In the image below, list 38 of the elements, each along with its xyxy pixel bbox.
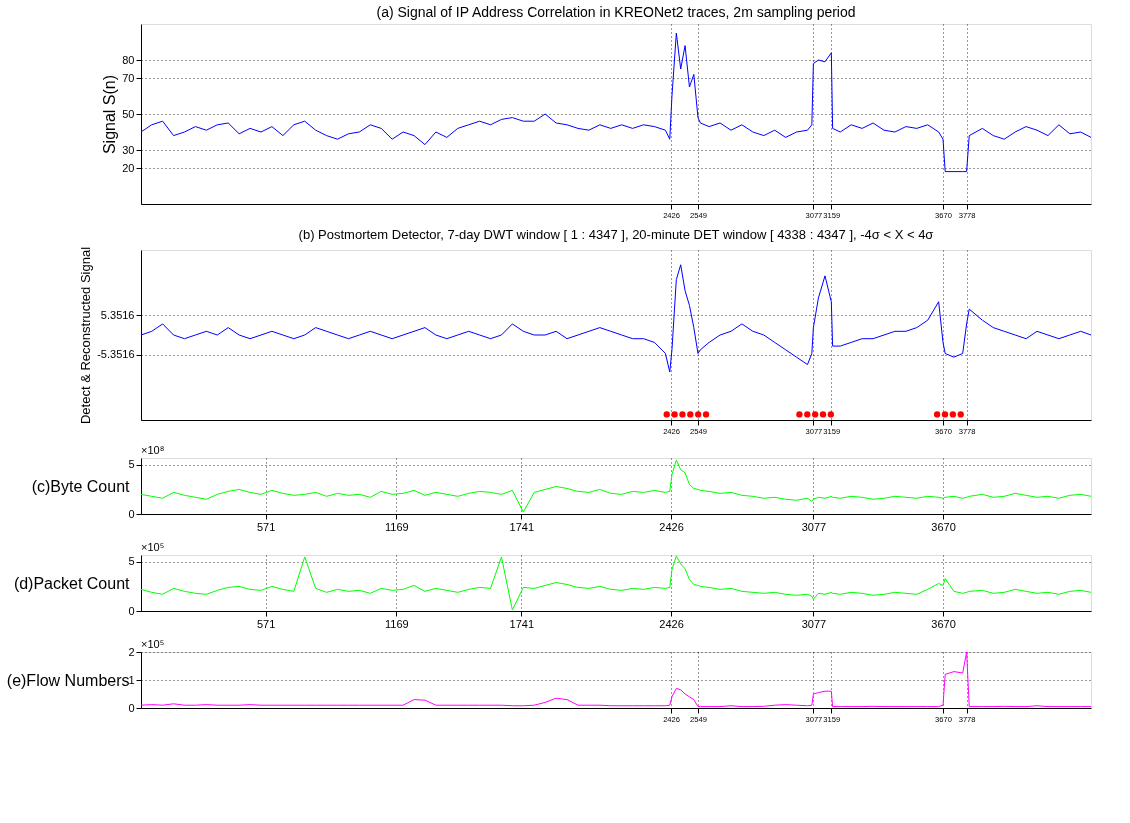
x-tick-label: 1169	[384, 617, 409, 630]
y-tick-label: -5.3516	[97, 348, 135, 361]
text: ×10⁵	[141, 638, 165, 650]
y-tick-label: 1	[128, 673, 135, 686]
y-tick-label: 2	[128, 645, 135, 658]
y-tick-label: 0	[128, 507, 135, 520]
y-tick-label: 70	[122, 71, 135, 84]
x-tick-label: 571	[256, 520, 276, 533]
x-tick-label: 1741	[509, 617, 535, 630]
y-axis-title: Detect & Reconstructed Signal	[78, 246, 94, 425]
text: ×10⁸	[141, 444, 165, 456]
chart-title: (b) Postmortem Detector, 7-day DWT window [ 1 : 4347 ], 20-minute DET window [ 4338 : 4347 ], -4σ < X < 4σ	[298, 227, 934, 243]
y-tick-label: 0	[128, 701, 135, 714]
y-tick-label: 20	[122, 161, 135, 174]
text: ×10⁵	[141, 541, 165, 553]
y-tick-label: 5	[128, 555, 135, 568]
x-tick-label: 3077	[801, 617, 827, 630]
chart-title: (a) Signal of IP Address Correlation in KREONet2 traces, 2m sampling period	[376, 4, 856, 20]
y-axis-title: Signal S(n)	[101, 74, 119, 155]
y-axis-title: (e)Flow Numbers	[6, 671, 130, 689]
x-tick-label: 1169	[384, 520, 409, 533]
y-tick-label: 30	[122, 143, 135, 156]
x-tick-label: 571	[256, 617, 276, 630]
x-tick-label: 3077	[801, 520, 827, 533]
y-tick-label: 80	[122, 53, 135, 66]
y-tick-label: 50	[122, 107, 135, 120]
x-tick-label: 2426	[659, 520, 684, 533]
x-tick-label: 3670	[931, 520, 956, 533]
y-tick-label: 5	[128, 458, 135, 471]
y-tick-label: 5.3516	[100, 308, 135, 321]
y-axis-title: (d)Packet Count	[13, 574, 131, 592]
line-series	[141, 264, 1091, 373]
x-tick-label: 2426	[659, 617, 684, 630]
line-series	[141, 32, 1091, 173]
x-tick-label: 1741	[509, 520, 535, 533]
y-tick-label: 0	[128, 604, 135, 617]
y-axis-title: (c)Byte Count	[31, 477, 131, 495]
x-tick-label: 3670	[931, 617, 956, 630]
